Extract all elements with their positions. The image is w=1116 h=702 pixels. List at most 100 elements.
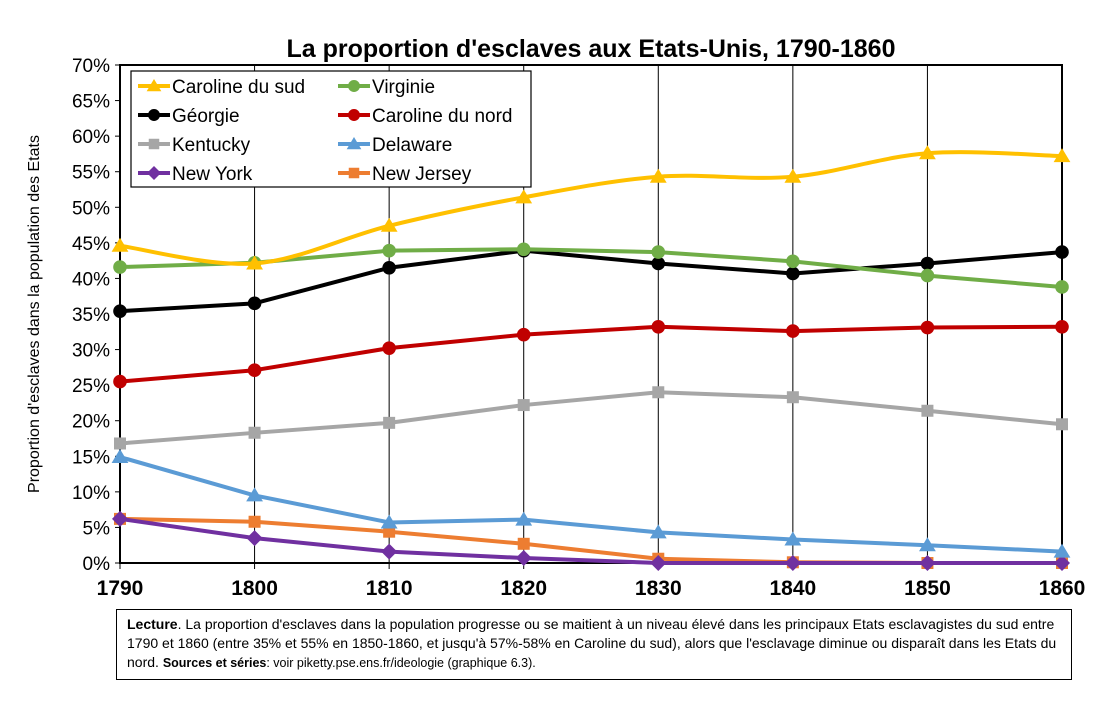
point-virginie-1850 — [920, 268, 935, 283]
point-caroline-du-sud-1840 — [784, 168, 802, 183]
point-georgie-1850 — [920, 256, 935, 271]
x-tick-label-1840: 1840 — [769, 577, 816, 600]
point-delaware-1830 — [649, 524, 667, 539]
y-tick-label-35%: 35% — [72, 305, 110, 326]
point-kentucky-1800 — [248, 426, 261, 439]
point-delaware-1850 — [919, 537, 936, 552]
series-line-kentucky — [119, 390, 1063, 446]
point-caroline-du-nord-1820 — [516, 327, 531, 342]
point-caroline-du-nord-1830 — [651, 320, 666, 334]
x-tick-label-1800: 1800 — [231, 577, 278, 600]
chart-title: La proportion d'esclaves aux Etats-Unis,… — [287, 35, 896, 63]
y-tick-label-70%: 70% — [72, 56, 110, 77]
point-kentucky-1820 — [517, 399, 530, 412]
point-caroline-du-sud-1820 — [515, 189, 533, 204]
point-caroline-du-nord-1800 — [247, 363, 262, 378]
point-delaware-1790 — [111, 448, 129, 463]
legend-marker-virginie — [348, 80, 360, 92]
point-caroline-du-sud-1790 — [111, 237, 129, 252]
y-tick-label-25%: 25% — [72, 376, 110, 397]
point-caroline-du-nord-1810 — [382, 341, 396, 355]
legend-label-delaware: Delaware — [372, 135, 452, 156]
point-kentucky-1790 — [114, 437, 126, 450]
y-tick-label-65%: 65% — [72, 92, 110, 113]
point-kentucky-1850 — [921, 404, 934, 417]
legend-marker-new-jersey — [348, 167, 360, 179]
point-kentucky-1860 — [1056, 418, 1068, 431]
point-georgie-1840 — [786, 266, 800, 281]
y-tick-label-15%: 15% — [72, 447, 110, 468]
series-line-delaware — [119, 455, 1063, 554]
chart-container: La proportion d'esclaves aux Etats-Unis,… — [26, 35, 1086, 600]
sources-note: Sources et séries: voir piketty.pse.ens.… — [163, 656, 536, 670]
point-caroline-du-nord-1840 — [786, 324, 800, 338]
y-axis-label: Proportion d'esclaves dans la population… — [26, 135, 43, 493]
point-kentucky-1810 — [383, 416, 396, 429]
point-new-york-1850 — [919, 555, 936, 571]
legend-marker-caroline-du-nord — [348, 109, 360, 121]
point-new-york-1860 — [1054, 555, 1070, 571]
y-tick-label-10%: 10% — [72, 483, 110, 504]
legend-label-new-jersey: New Jersey — [372, 164, 472, 185]
point-new-jersey-1820 — [517, 537, 530, 550]
x-tick-label-1790: 1790 — [97, 577, 144, 600]
point-virginie-1820 — [516, 242, 531, 257]
point-new-york-1840 — [784, 555, 801, 571]
series-line-caroline-du-nord — [119, 324, 1063, 384]
point-caroline-du-sud-1810 — [380, 217, 398, 232]
sources-label: Sources et séries — [162, 656, 267, 670]
point-new-york-1790 — [112, 510, 128, 527]
point-new-york-1820 — [515, 550, 532, 567]
point-new-jersey-1810 — [383, 525, 396, 538]
x-tick-label-1860: 1860 — [1039, 577, 1086, 600]
y-tick-label-40%: 40% — [72, 269, 110, 290]
point-virginie-1860 — [1055, 280, 1069, 294]
point-caroline-du-nord-1850 — [920, 320, 935, 335]
point-caroline-du-nord-1860 — [1055, 320, 1069, 334]
point-new-york-1800 — [246, 530, 263, 547]
point-georgie-1860 — [1055, 245, 1069, 259]
legend-marker-caroline-du-sud — [146, 79, 162, 92]
legend-label-georgie: Géorgie — [172, 106, 240, 127]
point-virginie-1830 — [651, 245, 666, 259]
y-tick-label-60%: 60% — [72, 127, 110, 148]
point-caroline-du-nord-1790 — [113, 374, 127, 389]
series-line-new-york — [119, 516, 1062, 565]
y-tick-label-0%: 0% — [83, 554, 111, 575]
y-tick-label-55%: 55% — [72, 163, 110, 184]
point-delaware-1860 — [1053, 543, 1071, 558]
legend-box — [130, 70, 532, 188]
series-line-georgie — [119, 248, 1063, 314]
series-line-caroline-du-sud — [119, 150, 1063, 266]
y-tick-label-20%: 20% — [72, 412, 110, 433]
reading-note-body: . La proportion d'esclaves dans la popul… — [127, 616, 1057, 670]
legend-label-caroline-du-sud: Caroline du sud — [172, 77, 305, 98]
point-virginie-1840 — [786, 254, 800, 269]
point-delaware-1820 — [515, 511, 533, 526]
y-tick-label-5%: 5% — [83, 518, 111, 539]
line-chart: La proportion d'esclaves aux Etats-Unis,… — [26, 35, 1086, 600]
point-caroline-du-sud-1850 — [919, 145, 936, 160]
point-delaware-1840 — [784, 531, 802, 546]
x-tick-label-1810: 1810 — [366, 577, 413, 600]
point-delaware-1800 — [246, 487, 263, 502]
point-new-york-1810 — [381, 543, 398, 560]
x-tick-label-1830: 1830 — [635, 577, 682, 600]
x-tick-label-1820: 1820 — [500, 577, 547, 600]
legend-marker-delaware — [346, 137, 362, 150]
reading-note: Lecture. La proportion d'esclaves dans l… — [116, 609, 1072, 680]
legend-label-caroline-du-nord: Caroline du nord — [372, 106, 512, 127]
reading-note-lead: Lecture — [127, 616, 178, 632]
y-tick-label-50%: 50% — [72, 198, 110, 219]
point-new-jersey-1800 — [248, 515, 261, 528]
y-tick-label-30%: 30% — [72, 341, 110, 362]
legend-label-kentucky: Kentucky — [172, 135, 251, 156]
point-georgie-1830 — [651, 256, 666, 271]
point-georgie-1810 — [382, 260, 396, 275]
point-caroline-du-sud-1800 — [246, 255, 263, 270]
point-virginie-1810 — [382, 243, 396, 258]
point-kentucky-1830 — [652, 386, 665, 399]
legend-marker-new-york — [147, 166, 161, 180]
point-georgie-1790 — [113, 304, 127, 318]
x-tick-label-1850: 1850 — [904, 577, 951, 600]
